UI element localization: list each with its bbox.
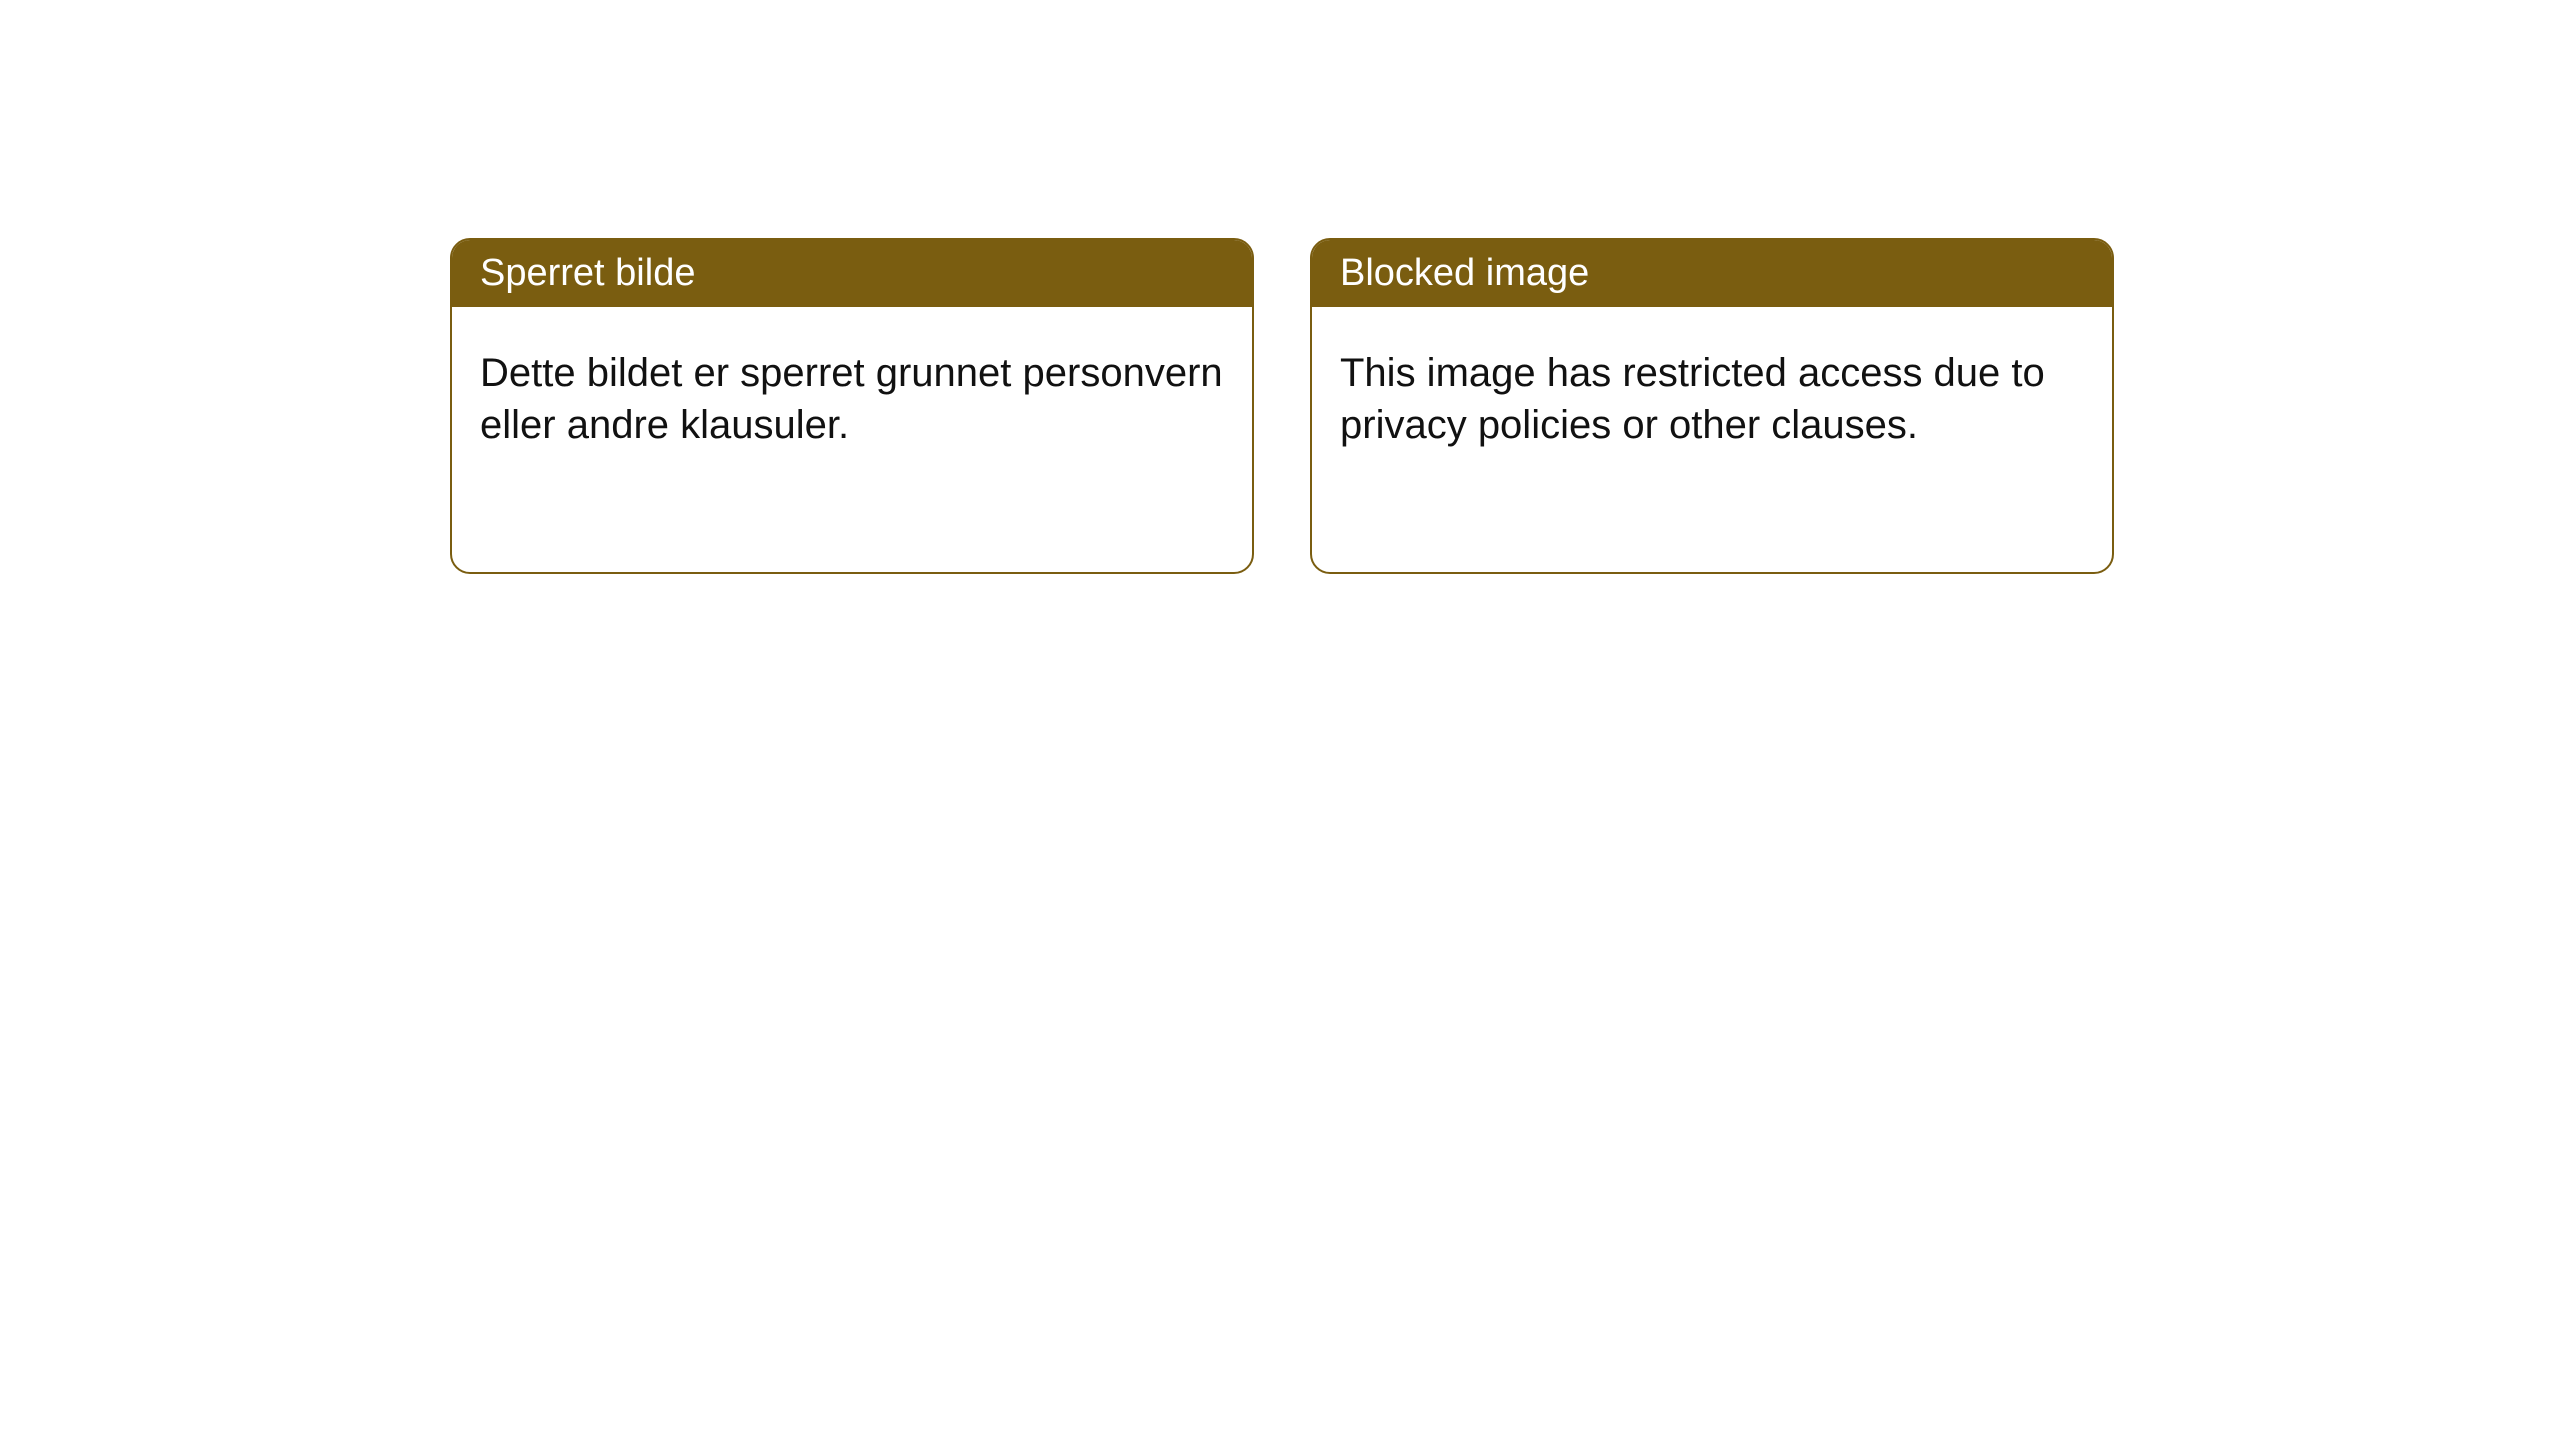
notice-cards-container: Sperret bilde Dette bildet er sperret gr… bbox=[450, 238, 2560, 574]
card-header-en: Blocked image bbox=[1312, 240, 2112, 307]
card-body-en: This image has restricted access due to … bbox=[1312, 307, 2112, 479]
card-body-no: Dette bildet er sperret grunnet personve… bbox=[452, 307, 1252, 479]
notice-card-en: Blocked image This image has restricted … bbox=[1310, 238, 2114, 574]
notice-card-no: Sperret bilde Dette bildet er sperret gr… bbox=[450, 238, 1254, 574]
card-header-no: Sperret bilde bbox=[452, 240, 1252, 307]
